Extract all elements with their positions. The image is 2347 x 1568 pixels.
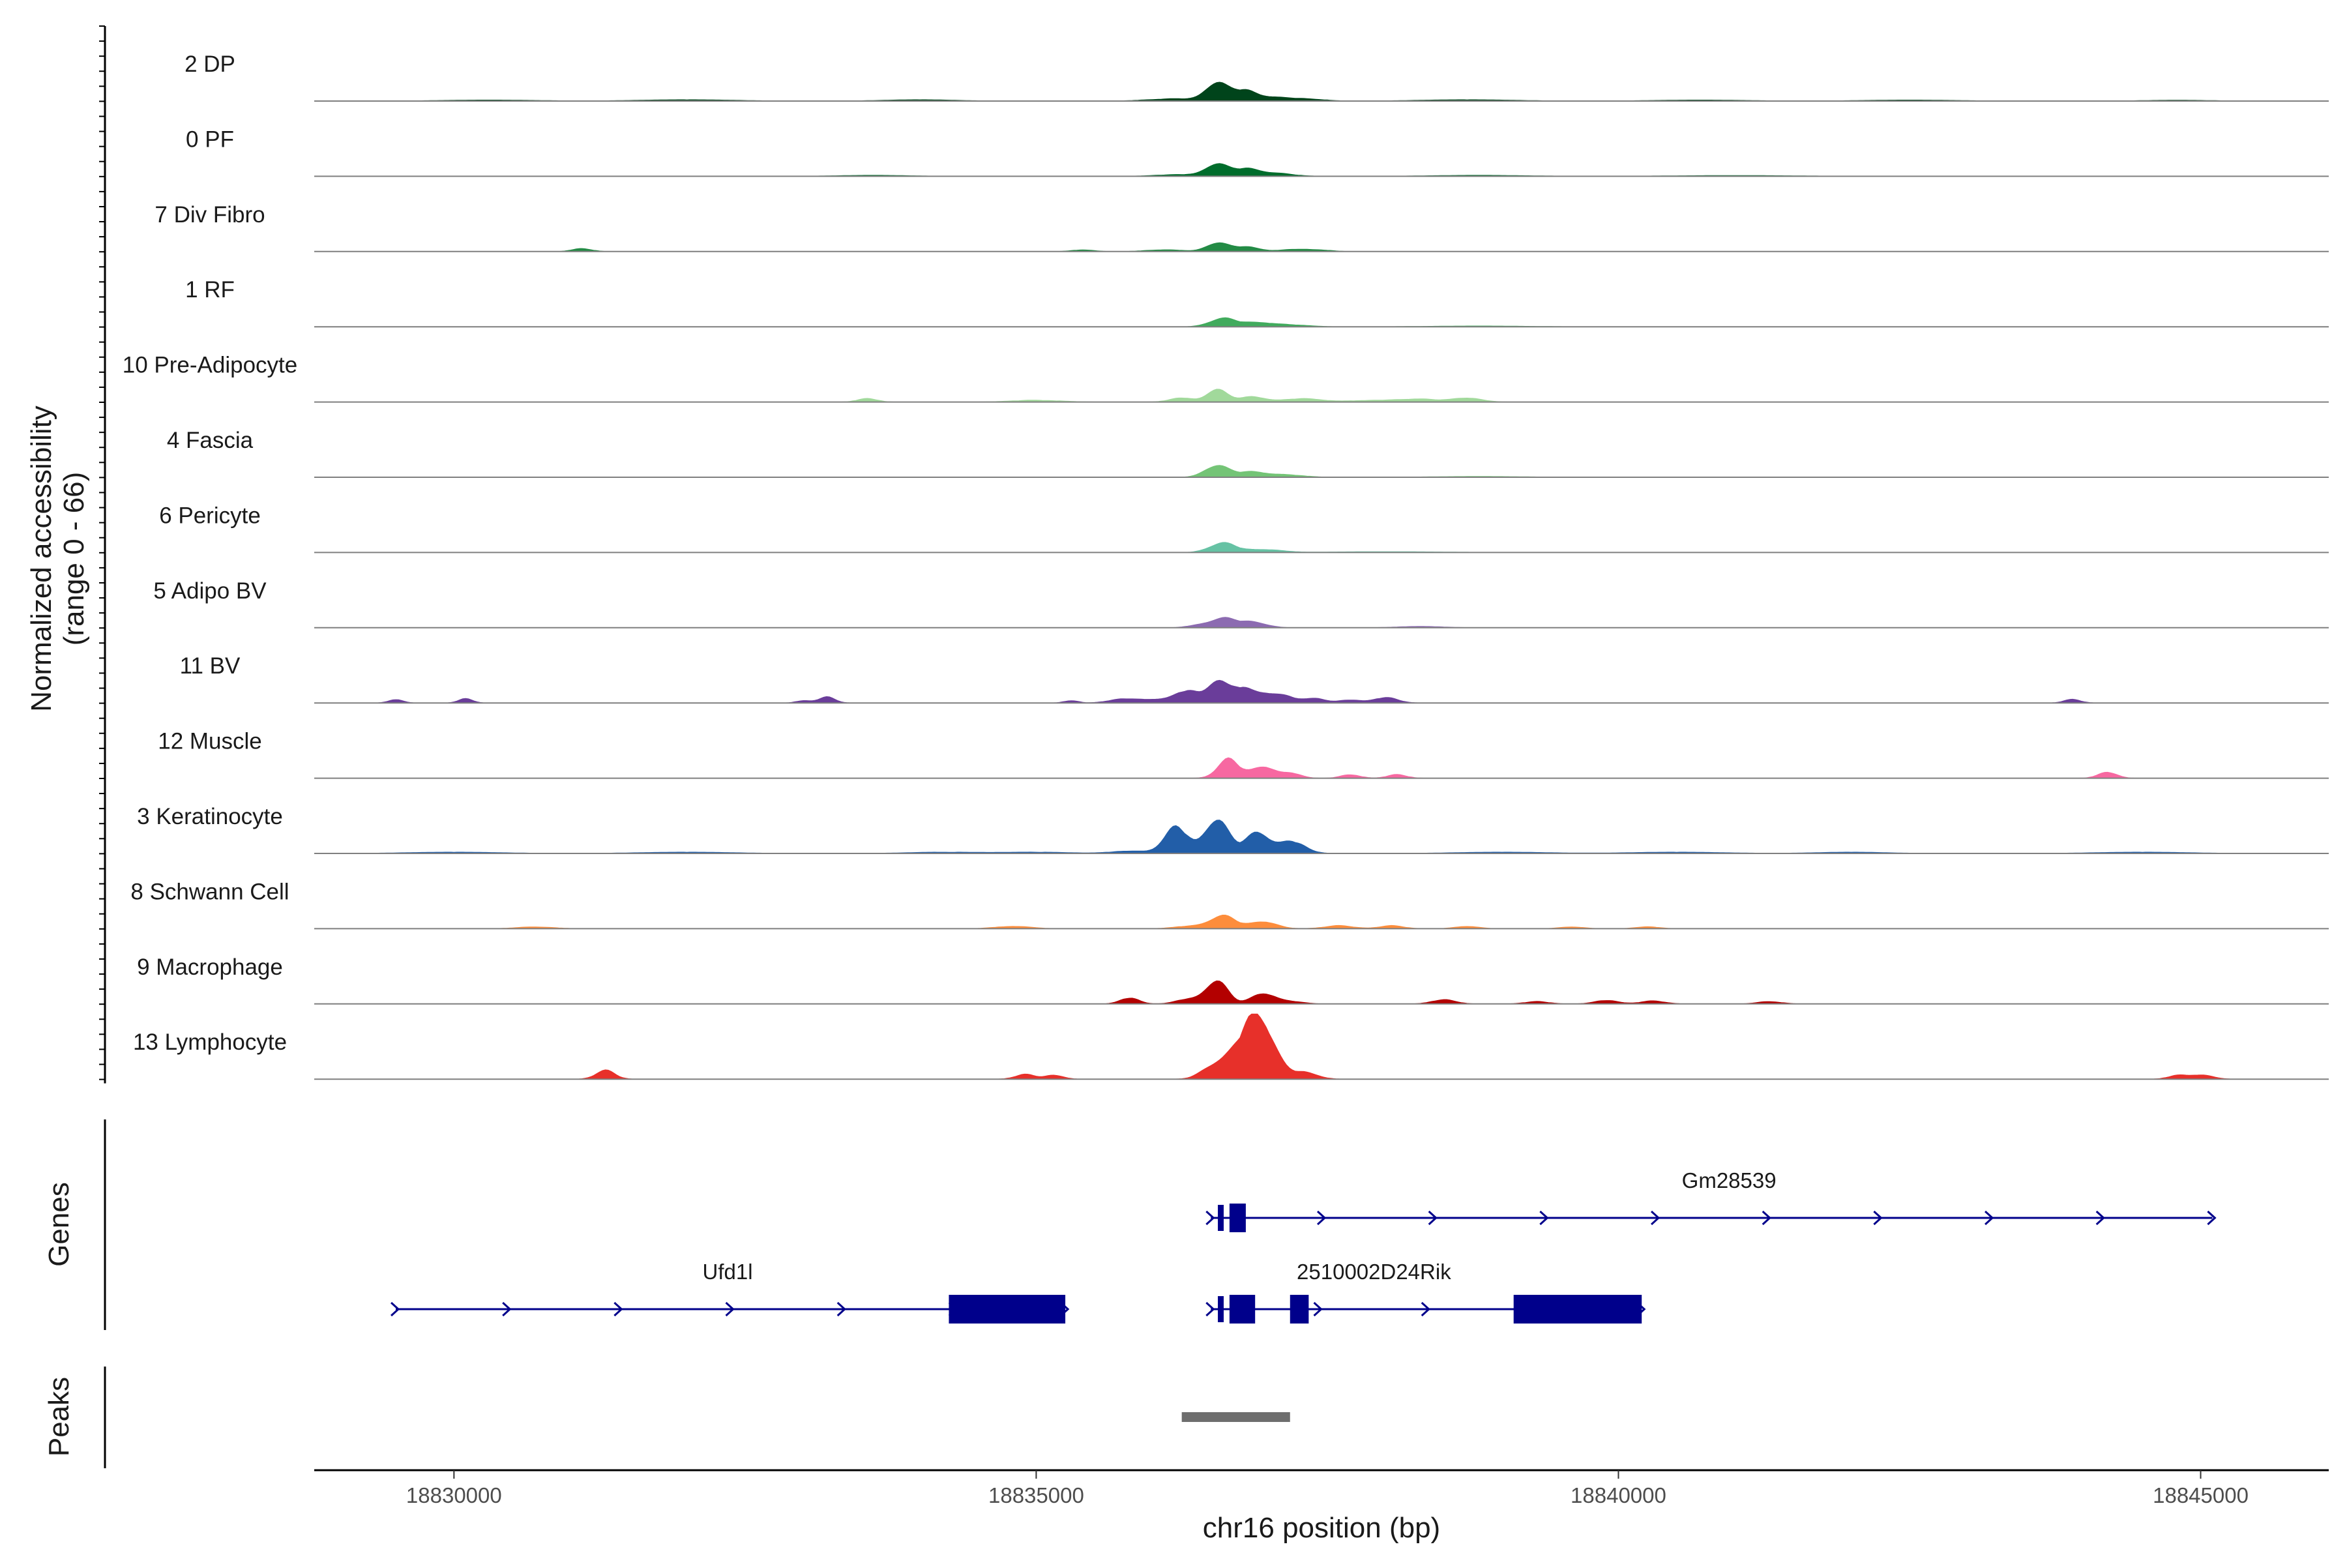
coverage-track-8-schwann-cell: 8 Schwann Cell (130, 879, 2329, 930)
strand-arrow-icon (613, 1301, 623, 1317)
gene-exon (1513, 1295, 1642, 1324)
strand-arrow-icon (2207, 1210, 2217, 1226)
gene-exon (1218, 1205, 1224, 1231)
coverage-track-1-rf: 1 RF (185, 277, 2329, 328)
strand-arrow-icon (1205, 1210, 1215, 1226)
track-label: 0 PF (186, 126, 234, 152)
track-label: 9 Macrophage (137, 954, 283, 980)
strand-arrow-icon (1985, 1210, 1994, 1226)
coverage-track-12-muscle: 12 Muscle (158, 729, 2329, 779)
coverage-range-label: (range 0 - 66) (58, 472, 90, 646)
peaks-label: Peaks (43, 1377, 75, 1457)
x-axis-title: chr16 position (bp) (1203, 1512, 1440, 1544)
coverage-track-9-macrophage: 9 Macrophage (137, 954, 2329, 1005)
coverage-track-0-pf: 0 PF (186, 126, 2329, 177)
track-label: 8 Schwann Cell (130, 879, 289, 904)
coverage-area (314, 617, 2329, 629)
strand-arrow-icon (1421, 1301, 1430, 1317)
strand-arrow-icon (1539, 1210, 1549, 1226)
gene-gm28539: Gm28539 (1205, 1168, 2217, 1232)
track-label: 4 Fascia (167, 428, 254, 453)
track-label: 13 Lymphocyte (133, 1029, 287, 1055)
coverage-track-7-div-fibro: 7 Div Fibro (155, 202, 2329, 252)
track-label: 10 Pre-Adipocyte (123, 353, 297, 378)
track-label: 12 Muscle (158, 729, 262, 754)
coverage-track-6-pericyte: 6 Pericyte (159, 503, 2329, 554)
coverage-area (314, 317, 2329, 327)
coverage-area (314, 465, 2329, 478)
strand-arrow-icon (2095, 1210, 2105, 1226)
gene-exon (949, 1295, 1066, 1324)
gene-label: 2510002D24Rik (1297, 1260, 1451, 1284)
x-tick-label: 18845000 (2153, 1483, 2249, 1507)
coverage-area (314, 980, 2329, 1005)
gene-label: Ufd1l (703, 1260, 753, 1284)
track-label: 2 DP (185, 52, 235, 77)
strand-arrow-icon (725, 1301, 735, 1317)
gene-exon (1290, 1295, 1309, 1324)
coverage-area (314, 163, 2329, 177)
coverage-area (314, 389, 2329, 403)
coverage-tracks: 2 DP 0 PF 7 Div Fibro 1 RF 10 Pre-Adipocyte 4… (99, 25, 2329, 1084)
genes-panel: Gm28539 Ufd1l 2510002D24Rik (104, 1119, 2217, 1330)
track-label: 6 Pericyte (159, 503, 261, 528)
peaks-panel (104, 1367, 1290, 1468)
track-label: 1 RF (185, 277, 235, 303)
track-label: 5 Adipo BV (153, 578, 267, 604)
strand-arrow-icon (391, 1301, 400, 1317)
coverage-area (314, 679, 2329, 703)
coverage-ylabel: Normalized accessibility (25, 406, 57, 711)
x-tick-label: 18830000 (406, 1483, 502, 1507)
genes-label: Genes (43, 1182, 75, 1267)
coverage-area (314, 1013, 2329, 1080)
coverage-track-2-dp: 2 DP (185, 52, 2329, 102)
coverage-area (314, 542, 2329, 553)
strand-arrow-icon (1428, 1210, 1438, 1226)
strand-arrow-icon (502, 1301, 512, 1317)
gene-2510002d24rik: 2510002D24Rik (1205, 1260, 1646, 1324)
coverage-track-3-keratinocyte: 3 Keratinocyte (137, 804, 2329, 854)
coverage-track-13-lymphocyte: 13 Lymphocyte (133, 1013, 2329, 1080)
gene-label: Gm28539 (1682, 1168, 1777, 1192)
track-label: 3 Keratinocyte (137, 804, 283, 829)
track-label: 7 Div Fibro (155, 202, 265, 228)
peak-region (1181, 1412, 1290, 1422)
coverage-area (314, 820, 2329, 854)
coverage-track-10-pre-adipocyte: 10 Pre-Adipocyte (123, 353, 2329, 403)
coverage-track-11-bv: 11 BV (180, 653, 2329, 704)
strand-arrow-icon (1762, 1210, 1771, 1226)
strand-arrow-icon (1205, 1301, 1215, 1317)
strand-arrow-icon (1313, 1301, 1323, 1317)
x-tick-label: 18835000 (988, 1483, 1084, 1507)
coverage-track-4-fascia: 4 Fascia (167, 428, 2329, 478)
x-axis: 18830000 18835000 18840000 18845000 (314, 1469, 2329, 1507)
x-tick-label: 18840000 (1571, 1483, 1666, 1507)
strand-arrow-icon (1873, 1210, 1883, 1226)
coverage-area (314, 757, 2329, 779)
gene-ufd1l: Ufd1l (391, 1260, 1070, 1324)
track-label: 11 BV (180, 653, 241, 679)
gene-exon (1218, 1296, 1224, 1322)
gene-exon (1229, 1295, 1256, 1324)
coverage-track-5-adipo-bv: 5 Adipo BV (153, 578, 2329, 629)
strand-arrow-icon (1651, 1210, 1661, 1226)
coverage-area (314, 915, 2329, 929)
coverage-area (314, 242, 2329, 252)
strand-arrow-icon (1316, 1210, 1327, 1226)
coverage-area (314, 81, 2329, 102)
gene-exon (1229, 1204, 1246, 1232)
strand-arrow-icon (836, 1301, 846, 1317)
